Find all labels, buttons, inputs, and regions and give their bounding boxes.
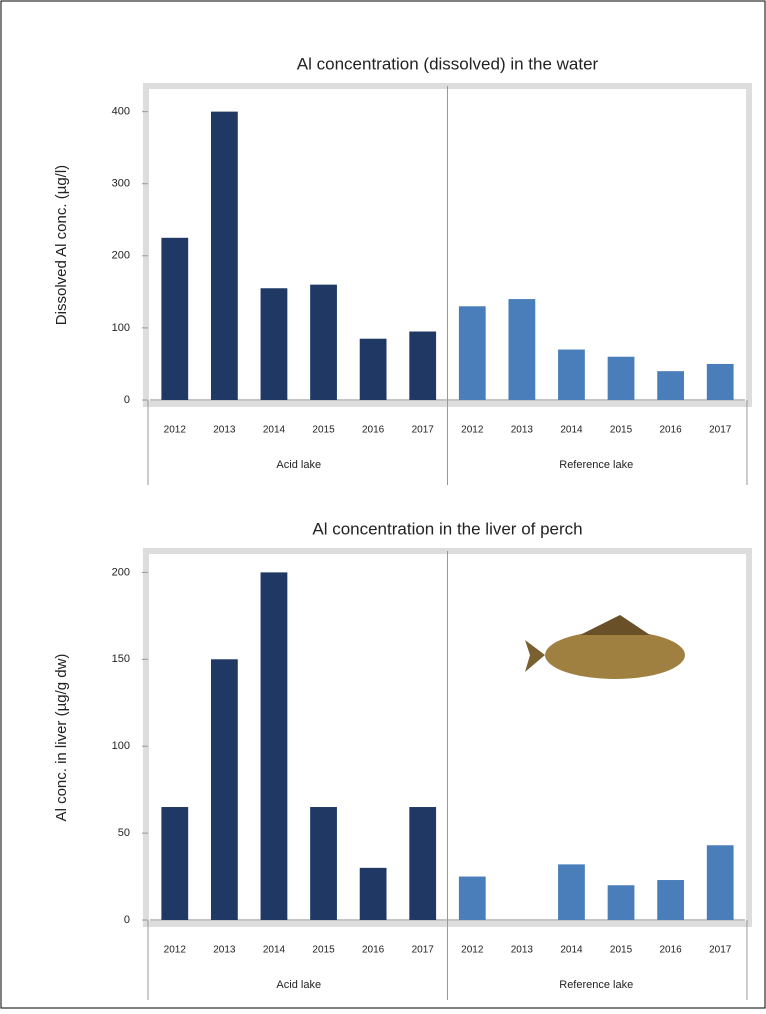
chart-title: Al concentration in the liver of perch [312,519,582,538]
group-label: Reference lake [559,459,633,471]
bar [359,338,387,400]
bar [161,237,189,400]
bar [508,299,536,400]
y-tick-label: 150 [112,653,130,665]
bar [210,111,238,401]
x-tick-label: 2012 [164,945,187,956]
y-tick-label: 0 [124,914,130,926]
x-tick-label: 2017 [412,945,435,956]
x-tick-label: 2013 [213,425,236,436]
x-tick-label: 2012 [461,945,484,956]
fish-illustration [525,615,685,679]
y-tick-label: 200 [112,250,130,262]
x-tick-label: 2014 [560,945,583,956]
y-axis-label: Dissolved Al conc. (µg/l) [53,165,70,325]
x-tick-label: 2014 [263,945,286,956]
bar [310,284,337,400]
bar [607,885,635,920]
x-tick-label: 2015 [610,425,633,436]
group-label: Reference lake [559,979,633,991]
bar [260,572,288,920]
x-tick-label: 2016 [362,945,385,956]
bar [161,807,189,920]
x-tick-label: 2017 [412,425,435,436]
bar [558,349,585,400]
y-tick-label: 100 [112,740,130,752]
bar [260,288,288,400]
x-tick-label: 2016 [660,945,683,956]
x-tick-label: 2013 [511,945,534,956]
y-tick-label: 50 [118,827,130,839]
y-tick-label: 200 [112,566,130,578]
bar [310,807,337,920]
x-tick-label: 2017 [709,945,732,956]
chart-title: Al concentration (dissolved) in the wate… [297,54,599,73]
bar [409,807,437,920]
x-tick-label: 2015 [312,425,335,436]
group-label: Acid lake [276,979,321,991]
x-tick-label: 2013 [511,425,534,436]
y-tick-label: 100 [112,322,130,334]
bar [458,306,486,400]
bar [607,356,635,400]
bar [558,864,585,920]
bar [706,363,734,400]
group-label: Acid lake [276,459,321,471]
x-tick-label: 2014 [560,425,583,436]
bar [706,845,734,920]
y-axis-label: Al conc. in liver (µg/g dw) [53,654,70,822]
x-tick-label: 2015 [312,945,335,956]
bar [409,331,437,400]
x-tick-label: 2015 [610,945,633,956]
x-tick-label: 2012 [461,425,484,436]
bar [359,867,387,920]
x-tick-label: 2012 [164,425,187,436]
y-tick-label: 300 [112,178,130,190]
y-tick-label: 0 [124,394,130,406]
bar [657,371,685,400]
bar [210,659,238,920]
x-tick-label: 2013 [213,945,236,956]
x-tick-label: 2017 [709,425,732,436]
bar [458,876,486,920]
y-tick-label: 400 [112,106,130,118]
bar [657,880,685,920]
x-tick-label: 2016 [362,425,385,436]
x-tick-label: 2014 [263,425,286,436]
x-tick-label: 2016 [660,425,683,436]
